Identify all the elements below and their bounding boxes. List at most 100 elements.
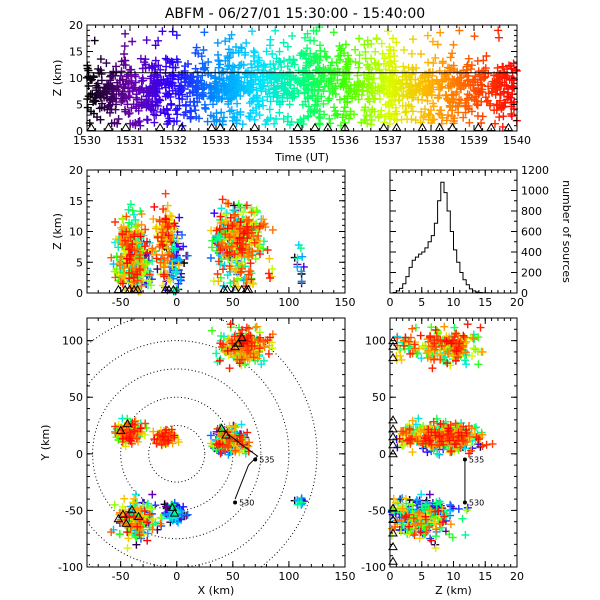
source-mark (417, 490, 426, 499)
source-mark (217, 108, 226, 117)
source-mark (341, 40, 350, 49)
source-mark (219, 67, 228, 76)
source-mark (424, 76, 433, 85)
source-mark (476, 87, 485, 96)
source-mark (303, 86, 312, 94)
source-mark (435, 109, 444, 118)
x-tick-label: 0 (387, 296, 394, 309)
source-mark (152, 224, 160, 233)
x-tick-label: 1536 (331, 134, 359, 147)
x-tick-label: 1530 (73, 134, 101, 147)
y-tick-label: 800 (521, 205, 542, 218)
source-mark (472, 96, 481, 105)
y-tick-label: 0 (76, 448, 83, 461)
source-mark (166, 211, 175, 220)
source-mark (231, 90, 240, 99)
source-mark (267, 78, 276, 87)
source-mark (279, 38, 288, 47)
source-mark (258, 96, 267, 105)
source-mark (311, 100, 320, 109)
source-mark (248, 247, 257, 256)
source-mark (392, 107, 401, 116)
source-mark (166, 277, 175, 286)
source-mark (369, 74, 378, 83)
source-mark (492, 106, 501, 115)
source-mark (397, 355, 406, 364)
source-mark (355, 34, 364, 43)
x-tick-label: -50 (112, 570, 130, 583)
source-mark (484, 82, 493, 91)
source-mark (401, 494, 410, 503)
source-mark (482, 52, 491, 60)
histogram-x-ticks: 0 5 10 15 20 (387, 170, 524, 309)
source-mark (83, 64, 92, 73)
source-mark (325, 94, 334, 103)
source-mark (431, 53, 440, 62)
y-tick-label: 10 (69, 226, 83, 239)
source-mark (221, 210, 230, 219)
source-mark (428, 364, 437, 373)
source-mark (168, 72, 177, 80)
x-tick-label: 50 (226, 296, 240, 309)
source-mark (365, 97, 374, 106)
source-mark (315, 56, 324, 65)
y-tick-label: 20 (69, 164, 83, 177)
source-mark (499, 102, 508, 111)
source-mark (247, 60, 256, 69)
source-mark (488, 439, 497, 448)
source-mark (503, 95, 512, 104)
source-mark (325, 114, 334, 123)
source-mark (238, 120, 247, 129)
y-tick-label: 400 (521, 246, 542, 259)
source-mark (253, 91, 262, 100)
source-mark (478, 348, 487, 356)
source-mark (507, 110, 516, 118)
source-mark (491, 119, 499, 128)
source-mark (174, 279, 183, 288)
source-mark (316, 52, 325, 61)
source-mark (446, 53, 455, 62)
source-mark (501, 98, 510, 107)
source-mark (124, 205, 133, 214)
y-tick-label: 5 (76, 99, 83, 112)
source-mark (368, 105, 377, 114)
source-mark (314, 85, 323, 94)
source-mark (388, 89, 397, 98)
source-mark (435, 91, 444, 100)
source-mark (338, 113, 347, 122)
source-mark (266, 274, 274, 282)
x-tick-label: 100 (278, 296, 299, 309)
source-mark (186, 106, 195, 115)
source-mark (236, 108, 245, 116)
source-mark (143, 116, 152, 124)
source-mark (320, 47, 329, 56)
source-mark (158, 27, 167, 36)
source-mark (132, 222, 141, 231)
source-mark (448, 112, 456, 121)
source-mark (190, 101, 199, 110)
source-mark (461, 108, 470, 117)
source-mark (454, 108, 463, 117)
source-mark (329, 28, 338, 37)
source-mark (444, 75, 453, 84)
time-height-x-label: Time (UT) (274, 151, 329, 164)
x-tick-label: 15 (478, 296, 492, 309)
source-mark (444, 111, 452, 120)
source-mark (121, 56, 130, 65)
source-mark (112, 62, 120, 71)
x-tick-label: 1538 (417, 134, 445, 147)
source-mark (416, 118, 425, 127)
source-mark (147, 281, 155, 290)
x-tick-label: 1532 (159, 134, 187, 147)
source-mark (161, 189, 170, 198)
source-mark (367, 116, 376, 124)
source-mark (380, 89, 388, 98)
source-mark (355, 59, 364, 68)
histogram-y-label: number of sources (560, 180, 573, 283)
source-mark (403, 79, 412, 88)
source-mark (274, 91, 283, 100)
